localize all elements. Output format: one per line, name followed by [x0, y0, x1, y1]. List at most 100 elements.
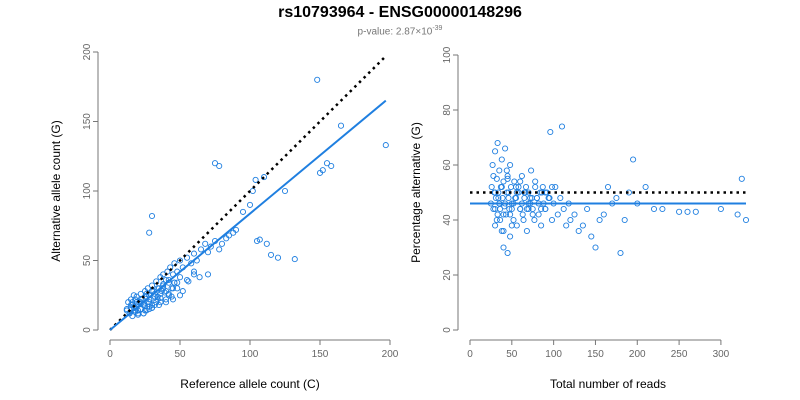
data-point: [143, 290, 150, 297]
data-point: [176, 257, 184, 264]
data-point: [571, 211, 578, 218]
data-point: [134, 311, 142, 318]
data-point: [281, 187, 289, 195]
chart-title: rs10793964 - ENSG00000148296: [278, 4, 522, 21]
data-point: [492, 222, 499, 229]
data-point: [216, 162, 223, 170]
data-point: [558, 123, 566, 130]
data-point: [211, 160, 219, 167]
data-point: [500, 244, 507, 251]
data-point: [548, 183, 556, 191]
data-point: [256, 236, 263, 243]
data-point: [535, 211, 542, 218]
data-point: [525, 189, 532, 196]
data-point: [493, 216, 500, 224]
data-point: [216, 246, 223, 253]
data-point: [197, 246, 205, 253]
data-point: [174, 279, 181, 286]
data-point: [493, 175, 500, 182]
data-point: [507, 183, 515, 191]
data-point: [488, 183, 495, 191]
y-axis-title: Alternative allele count (G): [49, 120, 63, 261]
data-point: [511, 178, 518, 185]
data-point: [517, 205, 524, 213]
data-point: [143, 307, 150, 314]
data-point: [522, 183, 530, 191]
x-tick-label: 300: [713, 349, 730, 360]
data-point: [613, 194, 620, 202]
y-tick-label: 100: [82, 182, 93, 199]
data-point: [496, 167, 503, 174]
data-point: [500, 178, 507, 185]
data-point: [621, 216, 628, 224]
data-point: [523, 227, 530, 235]
data-point: [494, 211, 501, 218]
data-point: [157, 299, 164, 306]
y-tick-label: 0: [82, 327, 93, 333]
data-point: [232, 226, 240, 233]
y-tick-label: 20: [442, 269, 453, 281]
data-point: [129, 313, 136, 320]
data-point: [267, 251, 275, 258]
data-point: [504, 249, 511, 257]
data-point: [513, 189, 520, 196]
data-point: [498, 156, 505, 163]
fit-line: [109, 99, 387, 331]
data-point: [515, 183, 522, 191]
data-point: [183, 276, 191, 284]
data-point: [157, 290, 164, 297]
y-tick-label: 60: [442, 159, 453, 171]
data-point: [508, 222, 515, 229]
data-point: [617, 249, 624, 257]
data-point: [498, 227, 505, 235]
data-point: [554, 211, 561, 218]
data-point: [176, 274, 184, 281]
x-tick-label: 0: [107, 349, 113, 360]
chart-subtitle: p-value: 2.87×10-39: [0, 25, 800, 37]
data-point: [547, 128, 554, 136]
data-point: [518, 172, 525, 180]
y-tick-label: 100: [442, 46, 453, 63]
data-point: [171, 260, 178, 267]
data-point: [202, 240, 209, 247]
y-tick-label: 40: [442, 214, 453, 226]
data-point: [499, 194, 506, 202]
data-point: [252, 176, 259, 183]
data-point: [489, 161, 496, 169]
data-point: [692, 208, 699, 215]
data-point: [600, 211, 607, 218]
x-tick-label: 100: [242, 349, 259, 360]
data-point: [508, 205, 515, 213]
data-point: [495, 194, 502, 202]
data-point: [196, 274, 203, 281]
data-point: [523, 205, 530, 213]
data-point: [127, 296, 135, 303]
data-point: [513, 222, 520, 229]
data-point: [567, 216, 574, 224]
data-point: [127, 304, 135, 311]
data-point: [528, 194, 535, 202]
data-point: [529, 211, 536, 218]
x-tick-label: 150: [312, 349, 329, 360]
data-point: [538, 205, 545, 213]
scatter-chart-2: 0 50 100 150 200 250 300 0 20 40 60 80 100 Total numb…: [409, 46, 750, 391]
data-point: [260, 174, 268, 181]
x-axis-title: Reference allele count (C): [180, 377, 319, 391]
data-point: [545, 194, 552, 202]
data-point: [239, 208, 247, 215]
y-tick-label: 200: [82, 43, 93, 60]
scatter-chart-1: 0 50 100 150 200 0 50 100 150 200 Reference allele…: [49, 43, 399, 391]
data-point: [246, 201, 254, 208]
data-point: [528, 167, 535, 174]
data-point: [157, 294, 164, 302]
data-point: [185, 278, 192, 285]
data-point: [596, 216, 603, 224]
x-tick-label: 50: [174, 349, 186, 360]
data-point: [510, 216, 517, 224]
data-point: [532, 178, 539, 185]
data-point: [512, 194, 519, 202]
data-point: [742, 216, 750, 224]
data-point: [148, 304, 156, 311]
data-point: [314, 76, 321, 83]
